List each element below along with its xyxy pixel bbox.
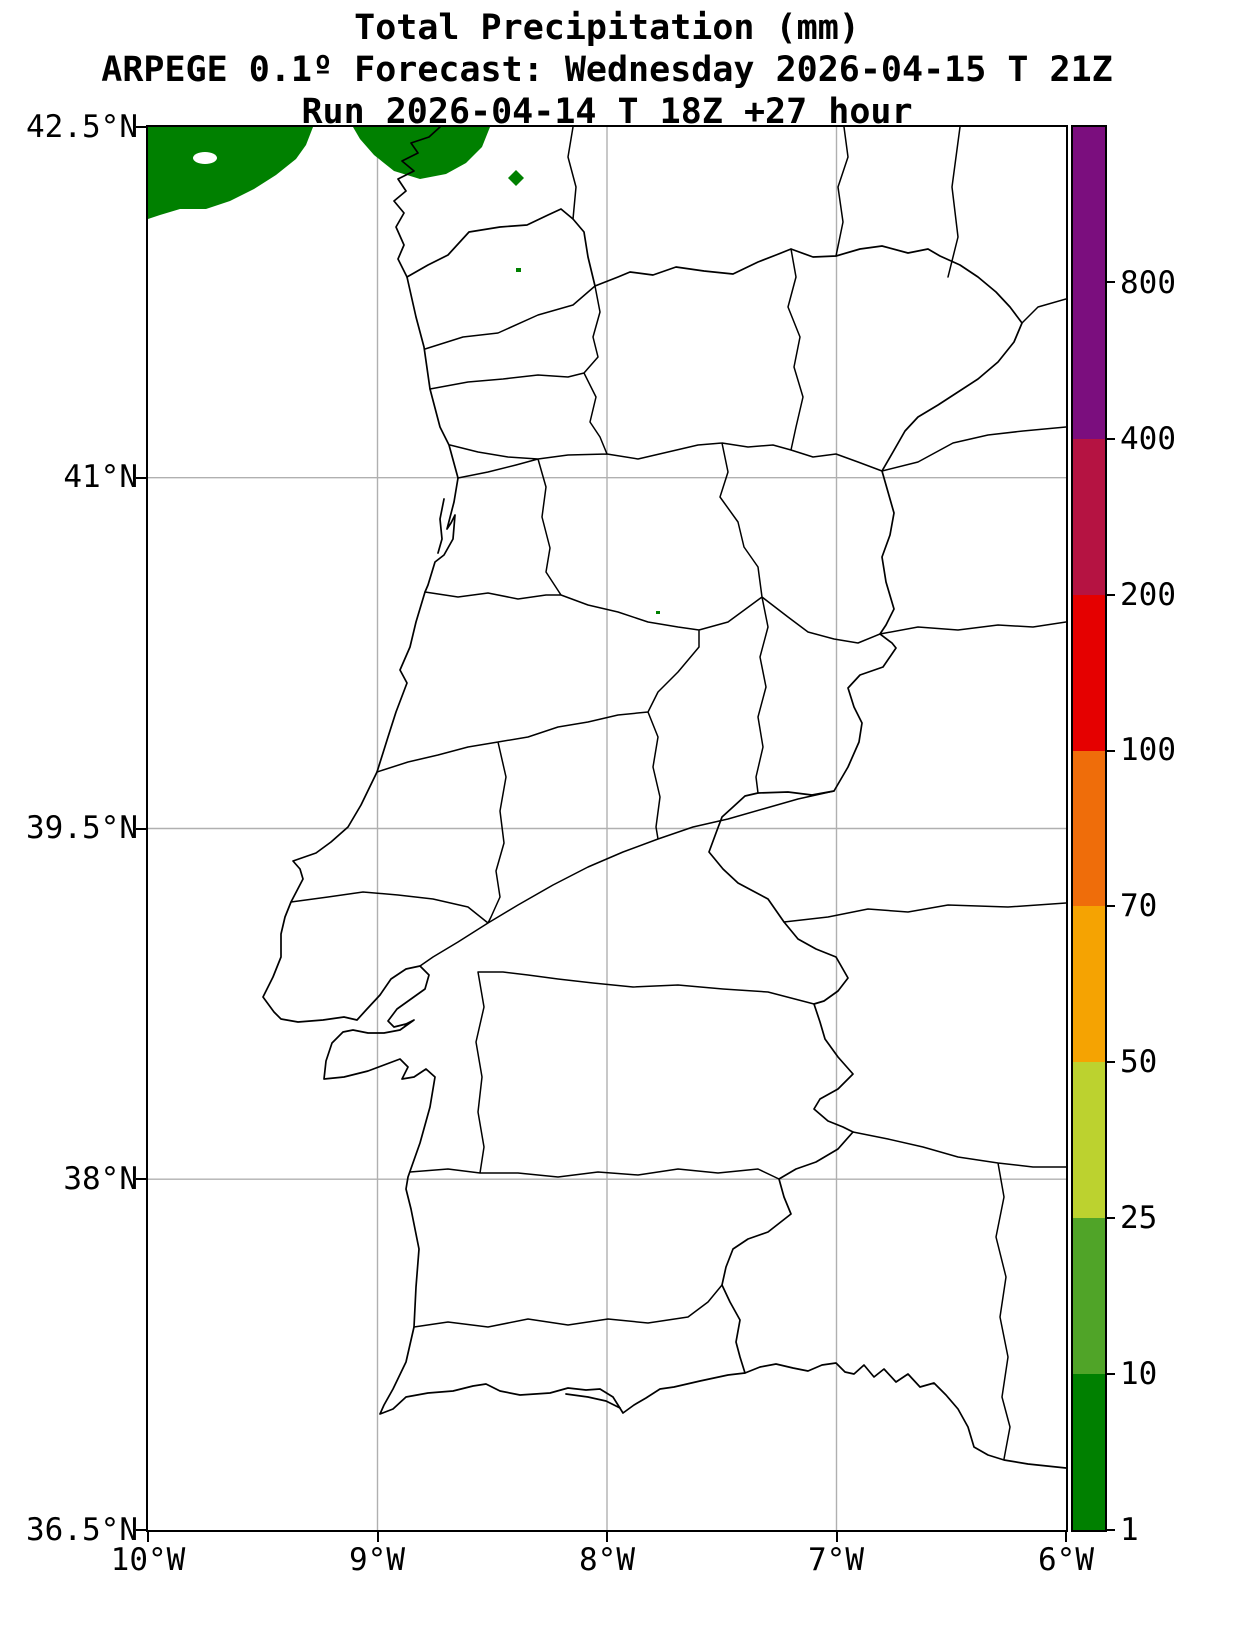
colorbar-tick-mark: [1107, 905, 1115, 907]
lat-tick-label-39-5n: 39.5°N: [26, 810, 138, 846]
lat-tick-mark: [136, 126, 146, 128]
colorbar-tick-mark: [1107, 281, 1115, 283]
precipitation-patch-west: [148, 127, 313, 219]
colorbar-segment-70-100: [1073, 750, 1105, 907]
precipitation-field: [148, 127, 660, 614]
colorbar-segment-25-50: [1073, 1062, 1105, 1219]
precipitation-patch-east: [353, 127, 490, 179]
colorbar-tick-mark: [1107, 1217, 1115, 1219]
lat-tick-mark: [136, 477, 146, 479]
colorbar-segment-50-70: [1073, 906, 1105, 1063]
colorbar-segment-1-10: [1073, 1374, 1105, 1531]
portugal-district-boundaries-path: [290, 248, 883, 1328]
colorbar-segment-10-25: [1073, 1218, 1105, 1375]
lat-tick-label-38n: 38°N: [63, 1161, 138, 1197]
portugal-spain-border-path: [406, 208, 1023, 1374]
lon-tick-mark: [377, 1532, 379, 1542]
coastline-path: [262, 127, 1066, 1469]
lon-tick-mark: [1065, 1532, 1067, 1542]
lon-tick-label-8w: 8°W: [579, 1542, 635, 1578]
colorbar-label-100: 100: [1120, 732, 1176, 768]
colorbar: [1071, 125, 1107, 1532]
plot-subtitle-forecast: ARPEGE 0.1º Forecast: Wednesday 2026-04-…: [101, 50, 1113, 90]
lat-tick-label-41n: 41°N: [63, 459, 138, 495]
precipitation-speck-1: [516, 268, 521, 272]
colorbar-label-70: 70: [1120, 888, 1158, 924]
lat-tick-label-42-5n: 42.5°N: [26, 109, 138, 145]
plot-title: Total Precipitation (mm): [354, 8, 860, 48]
colorbar-tick-mark: [1107, 594, 1115, 596]
colorbar-label-25: 25: [1120, 1200, 1158, 1236]
colorbar-segment-400-800: [1073, 282, 1105, 439]
lon-tick-mark: [147, 1532, 149, 1542]
lat-tick-mark: [136, 1529, 146, 1531]
colorbar-label-400: 400: [1120, 421, 1176, 457]
precipitation-speck-2: [656, 611, 660, 614]
colorbar-label-800: 800: [1120, 265, 1176, 301]
lon-tick-label-9w: 9°W: [349, 1542, 405, 1578]
boundaries: [262, 127, 1066, 1469]
lon-tick-label-6w: 6°W: [1038, 1542, 1094, 1578]
lon-tick-label-7w: 7°W: [808, 1542, 864, 1578]
lat-tick-mark: [136, 1178, 146, 1180]
map-svg: [148, 127, 1066, 1530]
map-frame: [146, 125, 1068, 1532]
colorbar-label-50: 50: [1120, 1044, 1158, 1080]
lon-tick-mark: [606, 1532, 608, 1542]
colorbar-label-1: 1: [1120, 1512, 1139, 1548]
lat-tick-mark: [136, 828, 146, 830]
lat-tick-label-36-5n: 36.5°N: [26, 1512, 138, 1548]
precipitation-hole-island: [193, 152, 217, 164]
colorbar-tick-mark: [1107, 1061, 1115, 1063]
lon-tick-label-10w: 10°W: [110, 1542, 186, 1578]
colorbar-segment-200-400: [1073, 438, 1105, 595]
graticule: [148, 127, 1066, 1530]
colorbar-tick-mark: [1107, 1529, 1115, 1531]
lagoon-barrier-path: [437, 498, 621, 1409]
colorbar-label-10: 10: [1120, 1356, 1158, 1392]
spain-province-boundaries-path: [567, 127, 1066, 1460]
precipitation-spot-diamond: [508, 170, 524, 186]
colorbar-tick-mark: [1107, 438, 1115, 440]
colorbar-tick-mark: [1107, 750, 1115, 752]
colorbar-segment-above-800: [1073, 127, 1105, 283]
colorbar-tick-mark: [1107, 1373, 1115, 1375]
colorbar-segment-100-200: [1073, 594, 1105, 751]
colorbar-label-200: 200: [1120, 577, 1176, 613]
lon-tick-mark: [836, 1532, 838, 1542]
